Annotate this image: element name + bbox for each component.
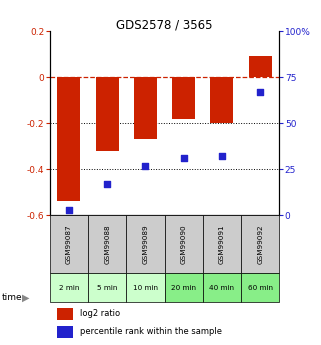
Bar	[56, 308, 73, 320]
Bar	[164, 273, 203, 302]
Text: percentile rank within the sample: percentile rank within the sample	[80, 327, 221, 336]
Point	[181, 155, 186, 161]
Title: GDS2578 / 3565: GDS2578 / 3565	[116, 18, 213, 31]
Point	[66, 207, 72, 213]
Text: ▶: ▶	[22, 293, 29, 302]
Text: 20 min: 20 min	[171, 285, 196, 290]
Bar	[126, 273, 164, 302]
Bar	[88, 273, 126, 302]
Text: GSM99087: GSM99087	[66, 224, 72, 264]
Point	[257, 89, 263, 95]
Text: GSM99092: GSM99092	[257, 224, 263, 264]
Bar	[241, 215, 279, 273]
Bar	[241, 273, 279, 302]
Text: GSM99089: GSM99089	[143, 224, 148, 264]
Text: 2 min: 2 min	[59, 285, 79, 290]
Bar	[172, 77, 195, 119]
Text: GSM99088: GSM99088	[104, 224, 110, 264]
Bar	[249, 56, 272, 77]
Bar	[57, 77, 80, 201]
Bar	[50, 273, 88, 302]
Bar	[203, 215, 241, 273]
Bar	[56, 326, 73, 338]
Point	[105, 181, 110, 187]
Text: 40 min: 40 min	[209, 285, 234, 290]
Text: 60 min: 60 min	[247, 285, 273, 290]
Bar	[134, 77, 157, 139]
Text: 5 min: 5 min	[97, 285, 117, 290]
Text: log2 ratio: log2 ratio	[80, 309, 120, 318]
Bar	[96, 77, 118, 151]
Text: time: time	[2, 293, 22, 302]
Bar	[50, 215, 88, 273]
Bar	[211, 77, 233, 123]
Point	[219, 154, 224, 159]
Bar	[88, 215, 126, 273]
Text: GSM99091: GSM99091	[219, 224, 225, 264]
Bar	[203, 273, 241, 302]
Text: GSM99090: GSM99090	[181, 224, 187, 264]
Bar	[164, 215, 203, 273]
Bar	[126, 215, 164, 273]
Text: 10 min: 10 min	[133, 285, 158, 290]
Point	[143, 163, 148, 168]
